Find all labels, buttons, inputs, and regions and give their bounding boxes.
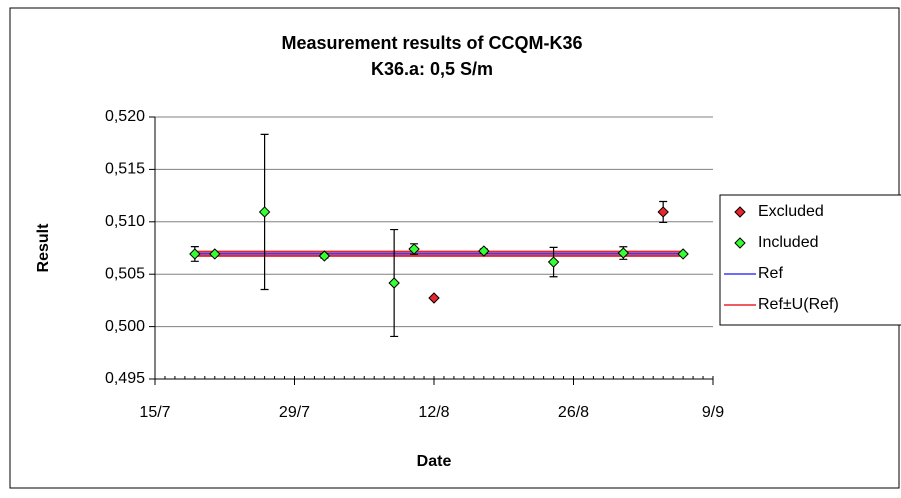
legend-label: Ref — [758, 265, 783, 282]
data-point — [189, 248, 201, 260]
y-tick-label: 0,495 — [105, 370, 145, 387]
data-point — [428, 292, 440, 304]
legend-box — [719, 194, 901, 326]
y-tick-label: 0,505 — [105, 265, 145, 282]
x-axis-title: Date — [417, 453, 452, 470]
y-axis-title: Result — [35, 223, 52, 273]
legend-marker — [734, 206, 746, 218]
chart-title: Measurement results of CCQM-K36 — [281, 33, 582, 53]
legend-label: Included — [758, 234, 819, 251]
chart-subtitle: K36.a: 0,5 S/m — [371, 59, 493, 79]
data-point — [617, 247, 630, 259]
y-tick-label: 0,510 — [105, 213, 145, 230]
legend-label: Excluded — [758, 203, 824, 220]
data-point — [388, 277, 400, 289]
data-point — [408, 243, 420, 255]
data-point — [478, 245, 490, 257]
y-tick-label: 0,515 — [105, 161, 145, 178]
x-tick-label: 15/7 — [139, 404, 170, 421]
x-tick-label: 12/8 — [418, 404, 449, 421]
data-point — [657, 206, 669, 218]
x-tick-label: 29/7 — [279, 404, 310, 421]
data-point — [547, 256, 560, 268]
y-tick-label: 0,500 — [105, 318, 145, 335]
x-tick-label: 9/9 — [702, 404, 724, 421]
data-point — [318, 250, 331, 262]
series-line — [194, 250, 684, 257]
data-point — [209, 248, 221, 260]
data-point — [677, 248, 689, 260]
legend-label: Ref±U(Ref) — [758, 296, 839, 313]
legend-marker — [734, 237, 746, 249]
x-tick-label: 26/8 — [558, 404, 589, 421]
y-tick-label: 0,520 — [105, 108, 145, 125]
data-point — [258, 206, 271, 218]
